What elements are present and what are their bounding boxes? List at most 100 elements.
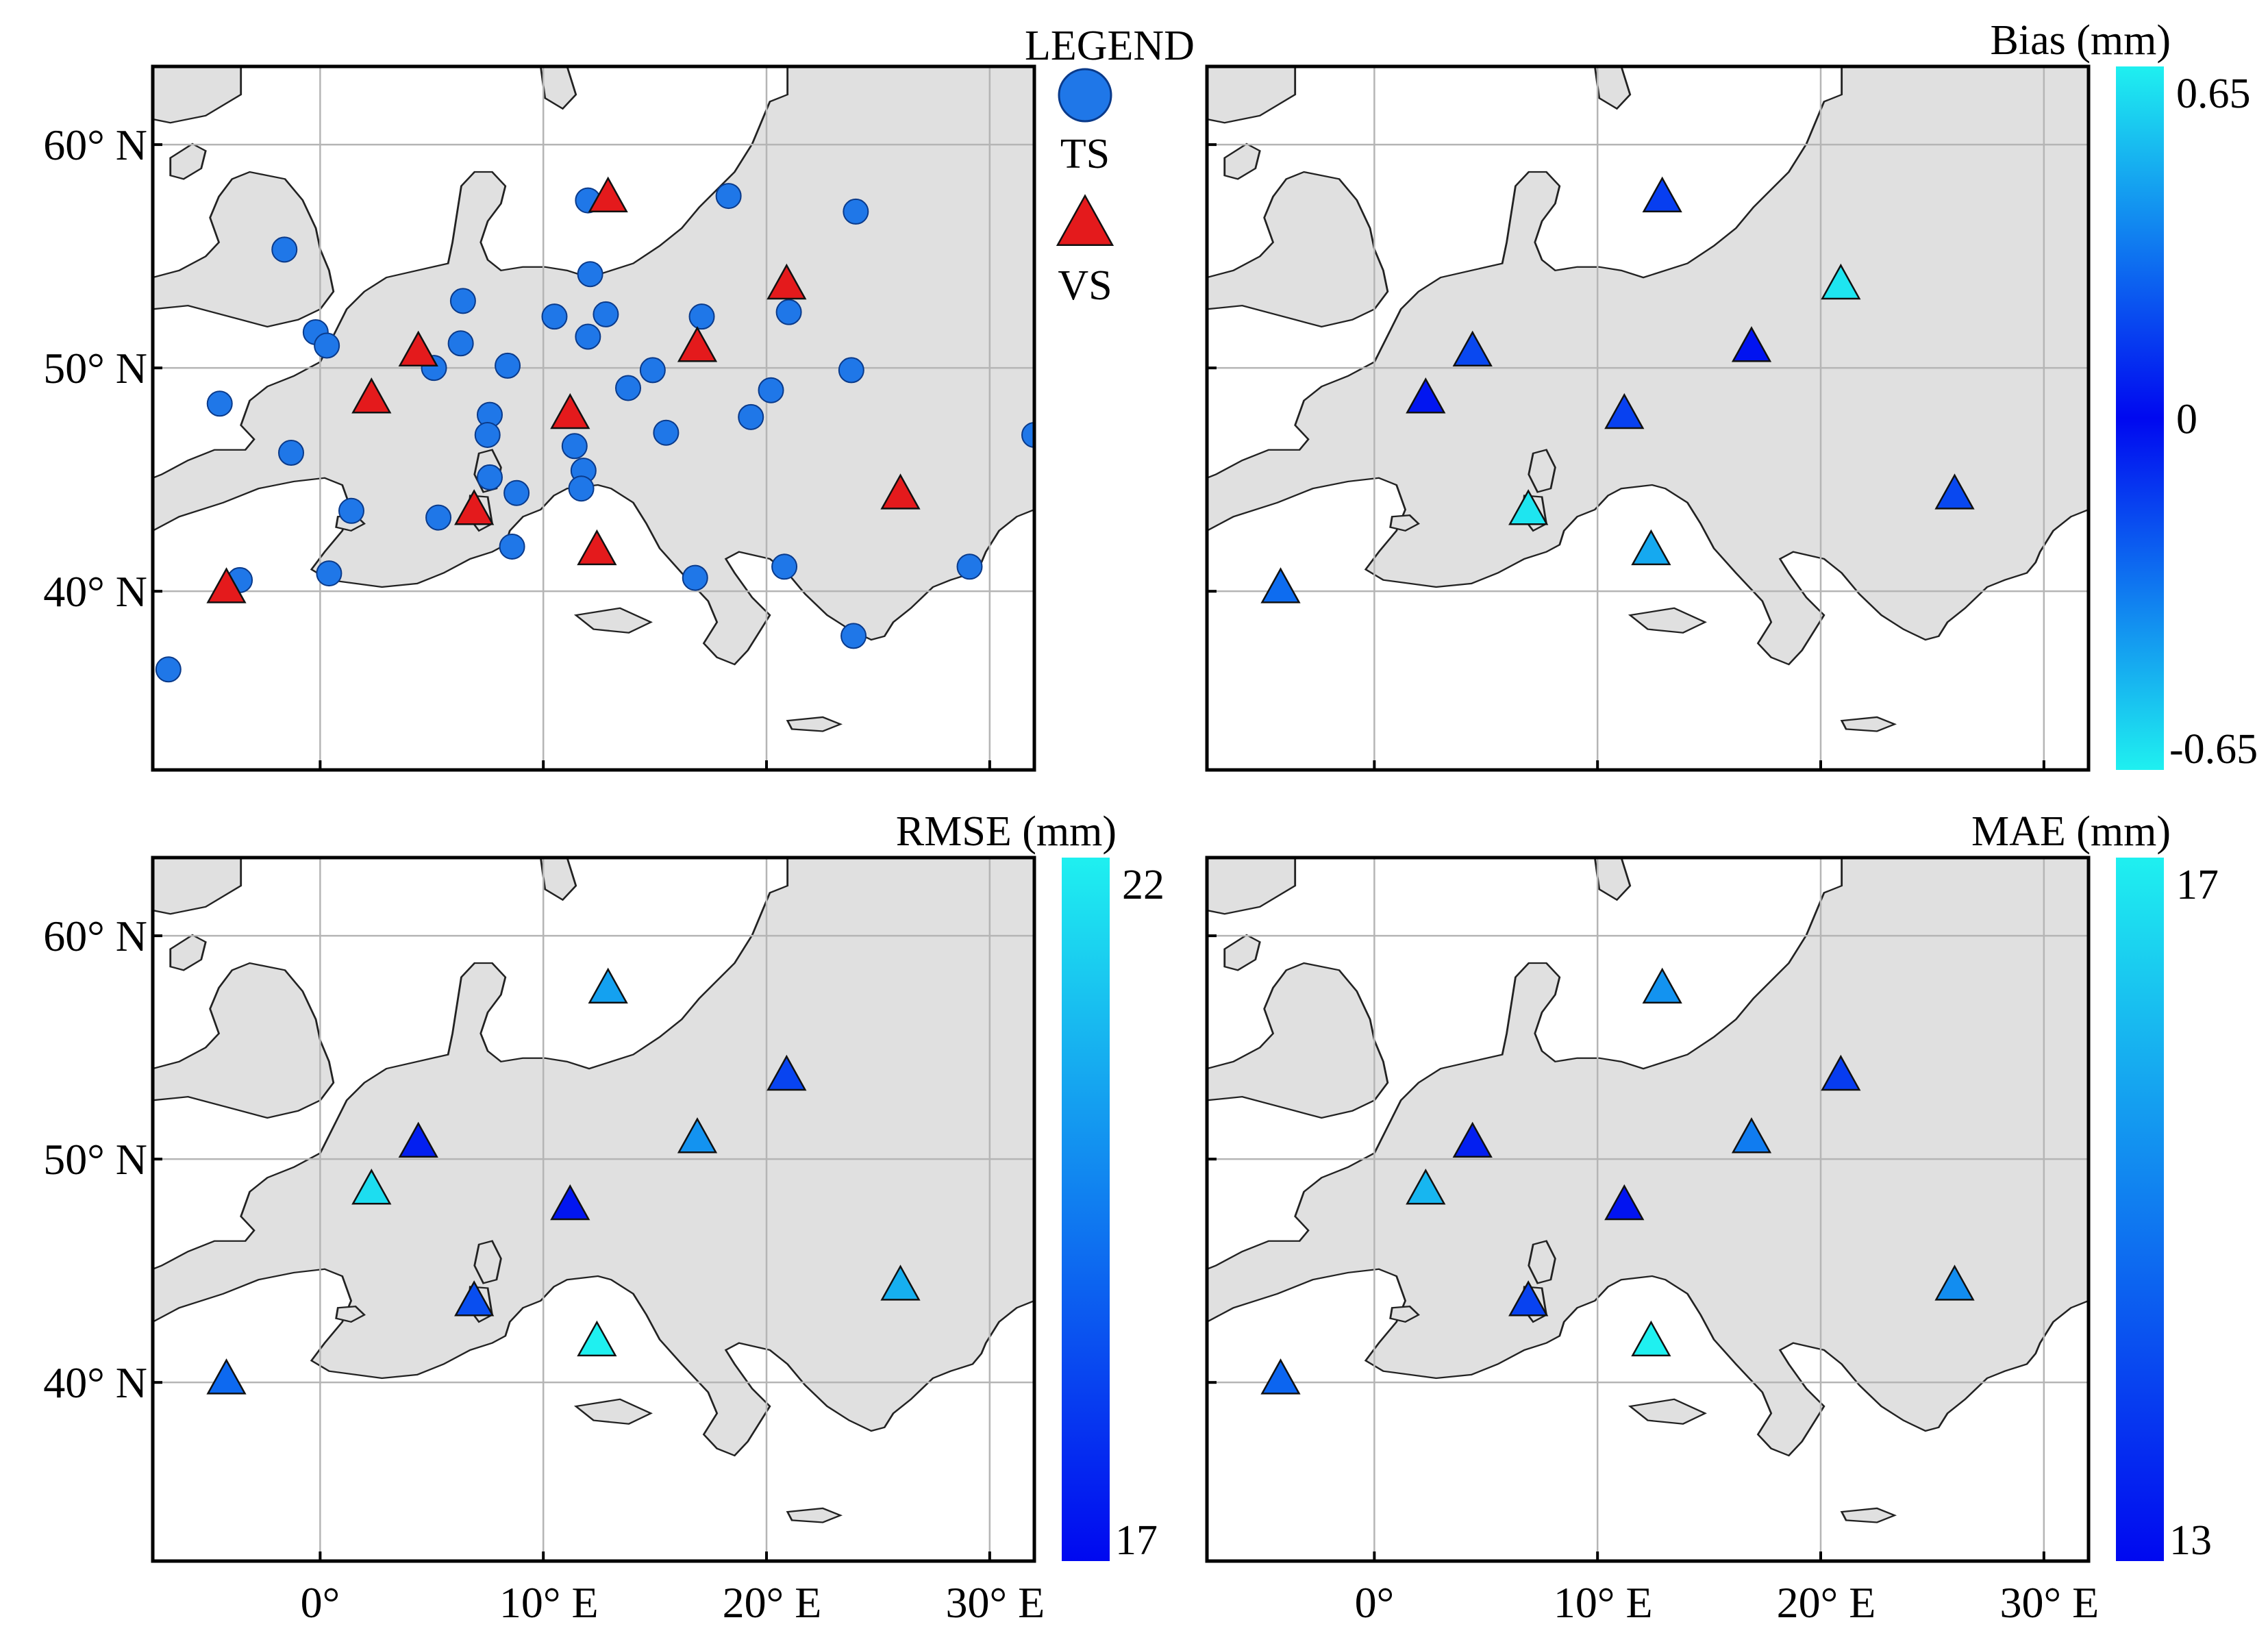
vs-station-rmse-marker bbox=[577, 1320, 617, 1357]
legend: LEGEND TS VS bbox=[1025, 23, 1195, 309]
ts-station-marker bbox=[474, 421, 501, 448]
ts-station-marker bbox=[495, 352, 521, 379]
ts-station-marker bbox=[568, 475, 595, 502]
vs-station-mae-marker bbox=[1731, 1117, 1772, 1154]
lat-tick-label: 50° N bbox=[43, 344, 147, 392]
vs-station-bias-marker bbox=[1406, 377, 1446, 414]
ts-station-marker bbox=[688, 303, 715, 330]
map-panel-legend: 40° N 50° N 60° N bbox=[43, 64, 1036, 772]
ts-station-marker bbox=[593, 301, 619, 327]
vs-station-bias-marker bbox=[1821, 263, 1861, 300]
vs-station-marker bbox=[206, 567, 247, 603]
ts-station-marker bbox=[758, 377, 784, 403]
lat-tick-label: 50° N bbox=[43, 1135, 147, 1184]
vs-station-marker bbox=[454, 489, 495, 525]
map-panel-rmse: 40° N 50° N 60° N 0° 10° E 20° E 30° E RMSE (mm… bbox=[43, 808, 1164, 1627]
ts-station-marker bbox=[682, 564, 708, 591]
vs-station-rmse-marker bbox=[398, 1121, 438, 1158]
ts-station-marker bbox=[775, 299, 802, 325]
ts-station-marker bbox=[338, 497, 364, 524]
ts-station-marker bbox=[715, 183, 742, 210]
vs-station-bias-marker bbox=[1452, 330, 1493, 367]
legend-vs-label: VS bbox=[1058, 262, 1112, 309]
vs-station-rmse-marker bbox=[206, 1358, 247, 1395]
colorbar-min-label: -0.65 bbox=[2169, 726, 2258, 773]
colorbar-mid-label: 0 bbox=[2176, 397, 2197, 443]
colorbar-title: MAE (mm) bbox=[1971, 808, 2171, 855]
vs-station-mae-marker bbox=[1452, 1121, 1493, 1158]
ts-station-marker bbox=[278, 440, 305, 466]
vs-station-bias-marker bbox=[1508, 489, 1549, 525]
ts-station-marker bbox=[425, 504, 452, 531]
ts-station-marker bbox=[447, 330, 474, 357]
vs-station-mae-marker bbox=[1406, 1169, 1446, 1205]
ts-station-marker bbox=[577, 261, 603, 288]
colorbar-min-label: 17 bbox=[1115, 1517, 1158, 1564]
lat-tick-label: 60° N bbox=[43, 912, 147, 960]
lat-tick-label: 40° N bbox=[43, 567, 147, 616]
lon-tick-label: 10° E bbox=[499, 1578, 599, 1627]
vs-station-bias-marker bbox=[1731, 326, 1772, 362]
ts-station-marker bbox=[476, 464, 503, 490]
ts-station-marker bbox=[575, 323, 601, 350]
vs-station-mae-marker bbox=[1642, 967, 1682, 1004]
lon-tick-label: 0° bbox=[1355, 1578, 1395, 1627]
ts-station-marker bbox=[541, 303, 568, 330]
map-frame bbox=[1205, 856, 2091, 1563]
vs-station-marker bbox=[550, 392, 590, 429]
vs-station-rmse-marker bbox=[677, 1117, 718, 1154]
colorbar-title: RMSE (mm) bbox=[896, 808, 1117, 855]
legend-ts-marker bbox=[1058, 68, 1112, 123]
lon-tick-label: 30° E bbox=[945, 1578, 1045, 1627]
vs-station-bias-marker bbox=[1934, 473, 1975, 510]
lat-tick-label: 60° N bbox=[43, 121, 147, 169]
vs-station-rmse-marker bbox=[767, 1054, 807, 1091]
vs-station-rmse-marker bbox=[454, 1280, 495, 1317]
ts-station-marker bbox=[499, 533, 525, 560]
ts-station-marker bbox=[503, 479, 530, 506]
colorbar-max-label: 17 bbox=[2176, 862, 2219, 908]
lon-tick-label: 20° E bbox=[723, 1578, 822, 1627]
vs-station-bias-marker bbox=[1631, 529, 1671, 566]
ts-station-marker bbox=[155, 656, 182, 683]
ts-station-marker bbox=[561, 433, 588, 460]
ts-station-marker bbox=[314, 332, 340, 359]
lon-tick-label: 0° bbox=[301, 1578, 340, 1627]
ts-station-marker bbox=[653, 419, 680, 446]
lon-tick-label: 30° E bbox=[1999, 1578, 2099, 1627]
vs-station-mae-marker bbox=[1604, 1184, 1645, 1221]
vs-station-mae-marker bbox=[1260, 1358, 1301, 1395]
vs-station-marker bbox=[588, 176, 628, 213]
colorbar-rmse bbox=[1062, 858, 1110, 1561]
vs-station-marker bbox=[880, 473, 921, 510]
map-panel-mae: 0° 10° E 20° E 30° E MAE (mm)17 13 bbox=[1205, 808, 2219, 1627]
lon-tick-label: 10° E bbox=[1554, 1578, 1653, 1627]
ts-station-marker bbox=[206, 390, 233, 417]
vs-station-marker bbox=[351, 377, 392, 414]
vs-station-marker bbox=[767, 263, 807, 300]
map-frame bbox=[1205, 64, 2091, 772]
vs-station-rmse-marker bbox=[588, 967, 628, 1004]
ts-station-marker bbox=[840, 623, 867, 649]
vs-station-rmse-marker bbox=[880, 1264, 921, 1301]
vs-station-rmse-marker bbox=[351, 1169, 392, 1205]
vs-station-mae-marker bbox=[1508, 1280, 1549, 1317]
ts-station-marker bbox=[316, 560, 342, 587]
legend-ts-label: TS bbox=[1060, 131, 1110, 177]
vs-station-marker bbox=[677, 326, 718, 362]
vs-station-mae-marker bbox=[1934, 1264, 1975, 1301]
vs-station-bias-marker bbox=[1260, 567, 1301, 603]
ts-station-marker bbox=[838, 357, 864, 384]
ts-station-marker bbox=[449, 288, 476, 314]
vs-station-marker bbox=[577, 529, 617, 566]
ts-station-marker bbox=[738, 403, 764, 430]
ts-station-marker bbox=[639, 357, 666, 384]
map-frame bbox=[151, 64, 1036, 772]
colorbar-max-label: 22 bbox=[1122, 862, 1164, 908]
legend-title: LEGEND bbox=[1025, 23, 1195, 69]
ts-station-marker bbox=[843, 198, 869, 225]
vs-station-mae-marker bbox=[1821, 1054, 1861, 1091]
vs-station-rmse-marker bbox=[550, 1184, 590, 1221]
legend-vs-marker bbox=[1056, 194, 1114, 247]
